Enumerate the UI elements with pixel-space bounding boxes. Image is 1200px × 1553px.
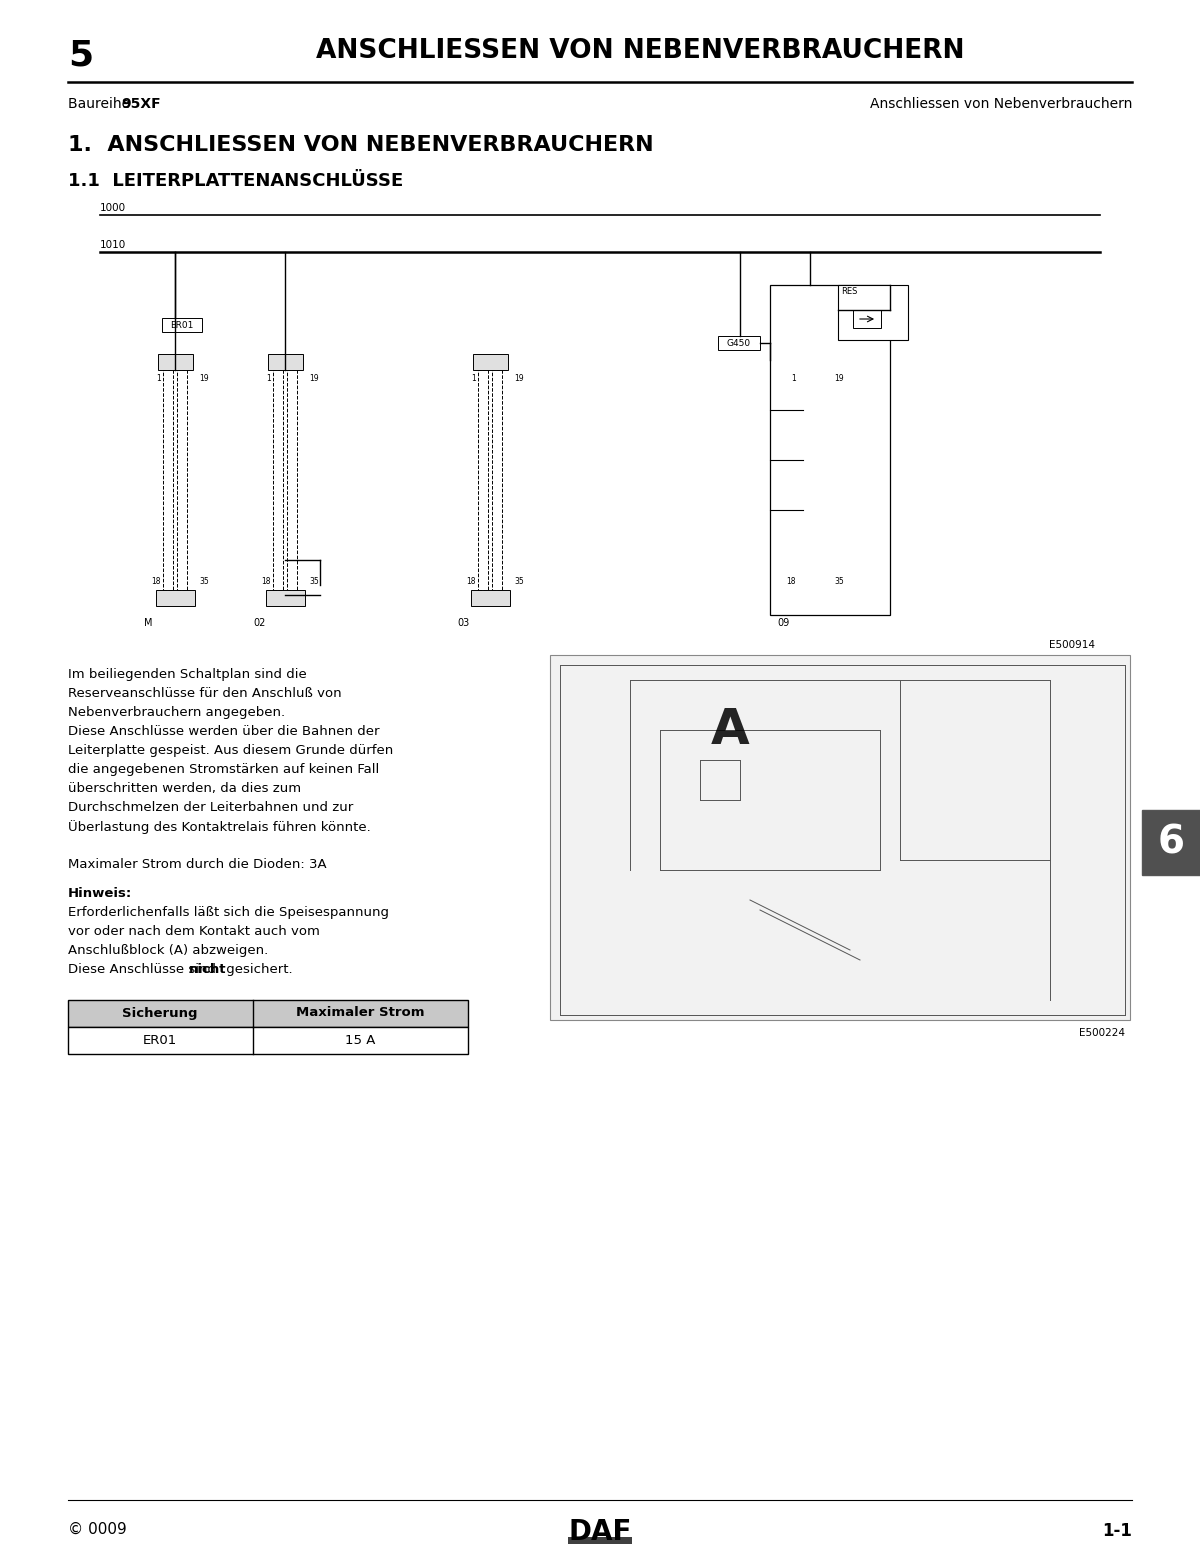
Text: 5: 5 (68, 37, 94, 71)
Text: RES: RES (841, 287, 857, 297)
Bar (568, 1537, 632, 1544)
Text: Diese Anschlüsse werden über die Bahnen der: Diese Anschlüsse werden über die Bahnen … (68, 725, 379, 738)
Text: A: A (710, 707, 749, 755)
Text: ER01: ER01 (170, 320, 193, 329)
Text: Maximaler Strom durch die Dioden: 3A: Maximaler Strom durch die Dioden: 3A (68, 857, 326, 871)
Text: G450: G450 (727, 339, 751, 348)
Bar (492, 370, 502, 590)
Bar (1142, 811, 1200, 874)
Text: die angegebenen Stromstärken auf keinen Fall: die angegebenen Stromstärken auf keinen … (68, 763, 379, 776)
Text: 1.1  LEITERPLATTENANSCHLÜSSE: 1.1 LEITERPLATTENANSCHLÜSSE (68, 172, 403, 189)
Text: nicht: nicht (190, 963, 227, 975)
Text: Anschlußblock (A) abzweigen.: Anschlußblock (A) abzweigen. (68, 944, 269, 957)
Text: Sicherung: Sicherung (122, 1006, 198, 1019)
Bar (838, 286, 908, 340)
Text: M: M (144, 618, 152, 627)
Text: Durchschmelzen der Leiterbahnen und zur: Durchschmelzen der Leiterbahnen und zur (68, 801, 353, 814)
Text: 18: 18 (467, 578, 476, 585)
Text: Diese Anschlüsse sind: Diese Anschlüsse sind (68, 963, 221, 975)
Text: 1-1: 1-1 (1102, 1522, 1132, 1541)
Text: 18: 18 (786, 578, 796, 585)
Text: 95XF: 95XF (121, 96, 161, 110)
Text: ANSCHLIESSEN VON NEBENVERBRAUCHERN: ANSCHLIESSEN VON NEBENVERBRAUCHERN (316, 37, 965, 64)
Text: 09: 09 (776, 618, 790, 627)
Text: 1.  ANSCHLIESSEN VON NEBENVERBRAUCHERN: 1. ANSCHLIESSEN VON NEBENVERBRAUCHERN (68, 135, 654, 155)
Text: © 0009: © 0009 (68, 1522, 127, 1537)
Bar (158, 354, 193, 370)
Bar (473, 354, 508, 370)
Bar (266, 590, 305, 606)
Text: Maximaler Strom: Maximaler Strom (295, 1006, 425, 1019)
Text: DAF: DAF (569, 1517, 631, 1545)
Bar (163, 370, 173, 590)
Text: 15 A: 15 A (344, 1033, 376, 1047)
Bar (68, 1000, 468, 1027)
Text: 35: 35 (514, 578, 523, 585)
Text: 1: 1 (156, 374, 161, 384)
Text: Nebenverbrauchern angegeben.: Nebenverbrauchern angegeben. (68, 707, 286, 719)
Text: 19: 19 (310, 374, 319, 384)
Text: 1: 1 (472, 374, 476, 384)
Text: Leiterplatte gespeist. Aus diesem Grunde dürfen: Leiterplatte gespeist. Aus diesem Grunde… (68, 744, 394, 756)
Text: E500914: E500914 (1049, 640, 1096, 651)
Bar (68, 1027, 468, 1054)
Bar (793, 354, 828, 370)
Text: vor oder nach dem Kontakt auch vom: vor oder nach dem Kontakt auch vom (68, 926, 320, 938)
Text: 35: 35 (199, 578, 209, 585)
Text: 19: 19 (199, 374, 209, 384)
Text: 18: 18 (151, 578, 161, 585)
Bar (550, 655, 1130, 1020)
Text: überschritten werden, da dies zum: überschritten werden, da dies zum (68, 783, 301, 795)
Bar (162, 318, 202, 332)
Text: Anschliessen von Nebenverbrauchern: Anschliessen von Nebenverbrauchern (870, 96, 1132, 110)
Bar (770, 286, 890, 615)
Text: 6: 6 (1158, 823, 1184, 860)
Bar (718, 335, 760, 349)
Text: Hinweis:: Hinweis: (68, 887, 132, 901)
Text: 1: 1 (791, 374, 796, 384)
Text: Baureihe: Baureihe (68, 96, 134, 110)
Bar (853, 311, 881, 328)
Bar (274, 370, 283, 590)
Text: 19: 19 (514, 374, 523, 384)
Bar (812, 370, 822, 590)
Text: 19: 19 (834, 374, 844, 384)
Bar (287, 370, 298, 590)
Bar (268, 354, 302, 370)
Bar (478, 370, 488, 590)
Bar (791, 590, 830, 606)
Text: Überlastung des Kontaktrelais führen könnte.: Überlastung des Kontaktrelais führen kön… (68, 820, 371, 834)
Bar (798, 370, 808, 590)
Text: 18: 18 (262, 578, 271, 585)
Bar (156, 590, 194, 606)
Bar (470, 590, 510, 606)
Text: 03: 03 (458, 618, 470, 627)
Text: ER01: ER01 (143, 1033, 178, 1047)
Text: 35: 35 (834, 578, 844, 585)
Text: Erforderlichenfalls läßt sich die Speisespannung: Erforderlichenfalls läßt sich die Speise… (68, 905, 389, 919)
Text: Reserveanschlüsse für den Anschluß von: Reserveanschlüsse für den Anschluß von (68, 686, 342, 700)
Text: 02: 02 (254, 618, 266, 627)
Text: gesichert.: gesichert. (222, 963, 292, 975)
Bar (178, 370, 187, 590)
Text: Im beiliegenden Schaltplan sind die: Im beiliegenden Schaltplan sind die (68, 668, 307, 682)
Text: E500224: E500224 (1079, 1028, 1126, 1037)
Text: 1: 1 (266, 374, 271, 384)
Text: 1000: 1000 (100, 203, 126, 213)
Text: 35: 35 (310, 578, 319, 585)
Text: 1010: 1010 (100, 241, 126, 250)
